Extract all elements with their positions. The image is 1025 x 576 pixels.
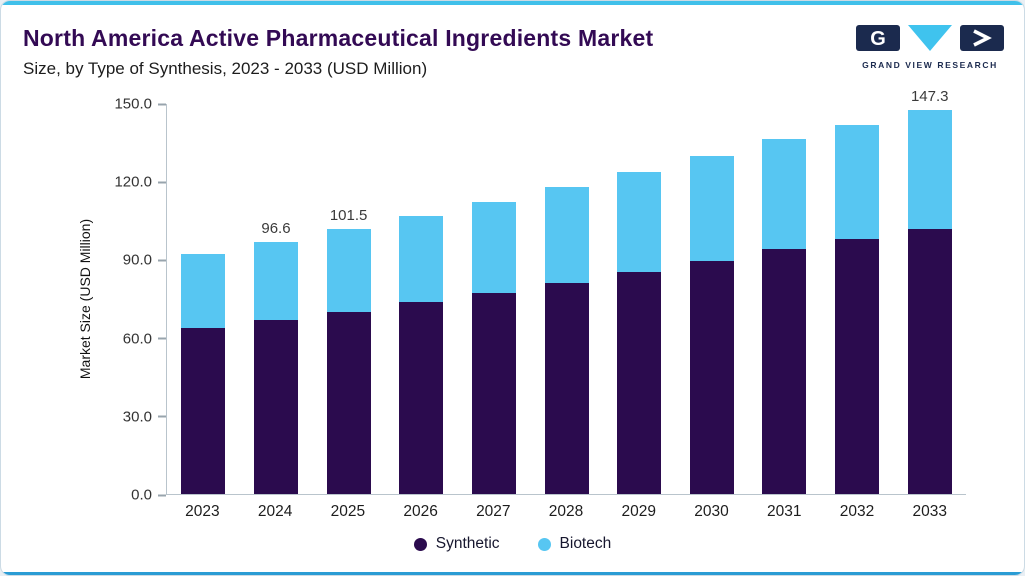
tick-mark (158, 259, 166, 262)
segment-synthetic-2024 (253, 320, 298, 494)
x-axis-label-2029: 2029 (621, 503, 657, 520)
stacked-bar-2031 (762, 138, 807, 494)
tick-mark (158, 494, 166, 496)
bar-group-2029 (603, 104, 676, 494)
x-axis-label-2032: 2032 (839, 503, 875, 520)
stacked-bar-2028 (544, 187, 589, 494)
bars-container: 96.6 101.5 147.3 (167, 88, 966, 494)
bar-value-label-2033: 147.3 (910, 88, 949, 106)
y-tick-60.0: 60.0 (123, 330, 166, 347)
x-axis-label-2027: 2027 (476, 503, 511, 520)
stacked-bar-2027 (471, 202, 516, 494)
grand-view-research-logo: G GRAND VIEW RESEARCH (856, 25, 1004, 70)
tick-mark (158, 337, 166, 340)
stacked-bar-2026 (399, 216, 444, 494)
y-tick-label: 0.0 (131, 486, 152, 504)
synthetic-swatch-icon (413, 537, 427, 551)
segment-synthetic-2030 (689, 260, 734, 494)
bar-group-2024: 96.6 (240, 104, 313, 494)
segment-synthetic-2023 (181, 328, 226, 494)
segment-biotech-2032 (835, 124, 880, 240)
segment-synthetic-2029 (617, 271, 662, 494)
stacked-bar-2032 (835, 124, 880, 494)
segment-synthetic-2025 (326, 311, 371, 494)
x-axis-label-2031: 2031 (767, 503, 802, 520)
stacked-bar-2023 (181, 254, 226, 494)
segment-synthetic-2033 (907, 229, 952, 494)
stacked-bar-2025 (326, 229, 371, 494)
y-tick-150.0: 150.0 (114, 96, 166, 113)
bar-group-2033: 147.3 (893, 88, 966, 494)
segment-biotech-2024 (253, 242, 298, 321)
segment-biotech-2023 (181, 254, 226, 329)
tick-mark (158, 103, 166, 105)
x-axis-labels: 2023 2024 2025 2026 2027 2028 2029 2030 2031 2032… (166, 503, 966, 521)
y-tick-30.0: 30.0 (123, 408, 166, 425)
svg-text:G: G (870, 28, 886, 50)
legend-label-synthetic: Synthetic (435, 535, 500, 552)
legend-label-biotech: Biotech (559, 535, 612, 552)
segment-biotech-2033 (907, 110, 952, 230)
segment-synthetic-2026 (399, 302, 444, 494)
x-axis-label-2023: 2023 (185, 503, 220, 520)
segment-biotech-2029 (617, 172, 662, 272)
bar-group-2023 (167, 104, 240, 494)
bar-value-label-2024: 96.6 (261, 220, 291, 238)
segment-synthetic-2028 (544, 282, 589, 494)
bar-value-label-2025: 101.5 (329, 207, 368, 225)
segment-biotech-2031 (762, 138, 807, 249)
x-axis-label-2033: 2033 (912, 503, 947, 520)
segment-biotech-2026 (399, 216, 444, 303)
y-tick-label: 30.0 (122, 408, 152, 426)
top-accent-line (1, 1, 1024, 5)
bar-group-2025: 101.5 (312, 104, 385, 494)
y-axis-ticks: 150.0 120.0 90.0 60.0 30.0 0.0 (1, 96, 166, 504)
x-axis-label-2025: 2025 (330, 503, 366, 520)
page-subtitle: Size, by Type of Synthesis, 2023 - 2033 … (23, 59, 428, 78)
stacked-bar-2033 (907, 110, 952, 494)
y-tick-label: 150.0 (114, 95, 152, 113)
tick-mark (158, 181, 166, 184)
x-axis-label-2026: 2026 (403, 503, 438, 520)
legend-item-synthetic: Synthetic (413, 535, 500, 553)
stacked-bar-2030 (689, 155, 734, 494)
logo-text: GRAND VIEW RESEARCH (862, 60, 998, 70)
bottom-accent-line (1, 572, 1024, 575)
legend-item-biotech: Biotech (537, 535, 612, 553)
segment-biotech-2025 (326, 229, 371, 312)
segment-synthetic-2031 (762, 248, 807, 494)
segment-biotech-2027 (471, 202, 516, 293)
x-axis-label-2024: 2024 (257, 503, 293, 520)
segment-synthetic-2032 (835, 239, 880, 494)
biotech-swatch-icon (537, 537, 551, 551)
segment-biotech-2030 (689, 155, 734, 261)
chart-legend: Synthetic Biotech (1, 535, 1024, 553)
y-tick-label: 90.0 (122, 251, 152, 269)
y-tick-label: 60.0 (122, 330, 152, 348)
tick-mark (158, 415, 166, 418)
bar-group-2026 (385, 104, 458, 494)
y-tick-label: 120.0 (114, 173, 152, 191)
y-tick-120.0: 120.0 (114, 174, 166, 191)
bar-group-2030 (675, 104, 748, 494)
segment-synthetic-2027 (471, 292, 516, 494)
bar-group-2027 (458, 104, 531, 494)
bar-group-2032 (821, 104, 894, 494)
plot-area: 96.6 101.5 147.3 (166, 88, 966, 495)
segment-biotech-2028 (544, 187, 589, 283)
stacked-bar-2024 (253, 242, 298, 494)
x-axis-label-2028: 2028 (548, 503, 584, 520)
y-tick-0.0: 0.0 (131, 487, 166, 504)
bar-group-2031 (748, 104, 821, 494)
y-tick-90.0: 90.0 (123, 252, 166, 269)
x-axis-label-2030: 2030 (694, 503, 729, 520)
logo-mark-icon: G (856, 25, 1004, 51)
page-title: North America Active Pharmaceutical Ingr… (23, 25, 654, 51)
stacked-bar-2029 (617, 172, 662, 494)
bar-group-2028 (530, 104, 603, 494)
